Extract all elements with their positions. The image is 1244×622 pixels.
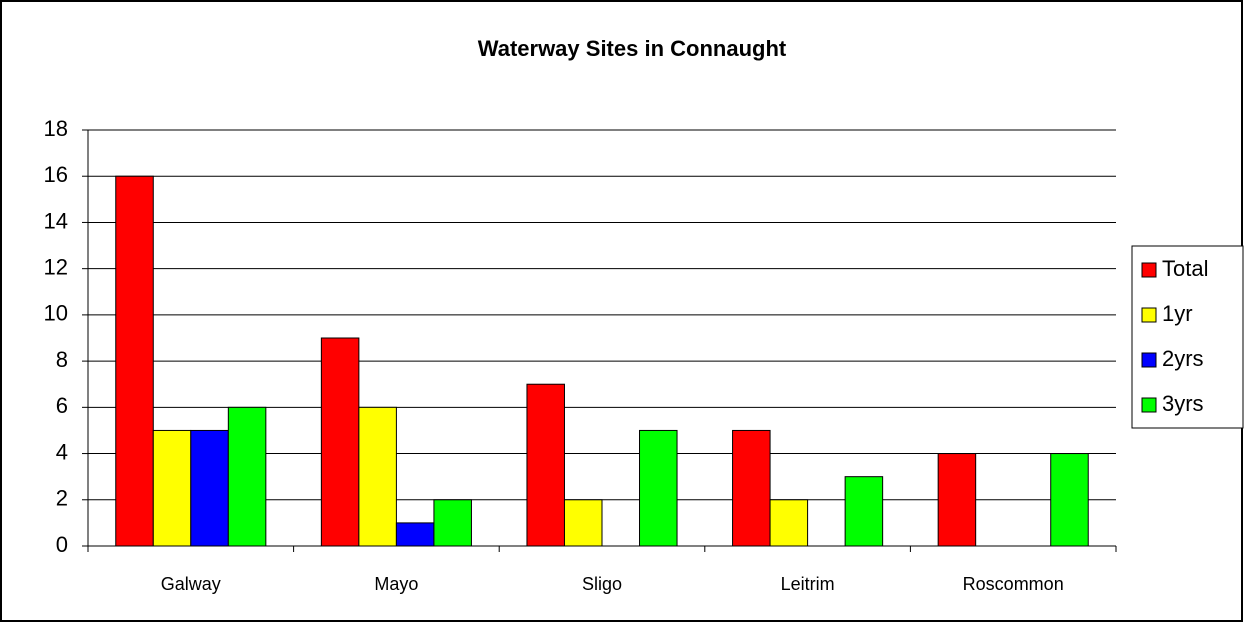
y-tick-label: 10 (44, 301, 68, 326)
legend-swatch (1141, 397, 1157, 413)
y-tick-label: 6 (56, 393, 68, 418)
bar (639, 429, 678, 547)
legend-swatch (1141, 352, 1157, 368)
bar (937, 453, 977, 547)
y-tick-label: 16 (44, 162, 68, 187)
bar (433, 499, 472, 547)
bar (526, 383, 565, 547)
x-tick-label: Mayo (374, 574, 418, 594)
bar (227, 406, 267, 547)
legend-label: Total (1162, 256, 1208, 281)
bar (115, 175, 154, 547)
bar (358, 406, 397, 547)
legend-swatch (1141, 262, 1157, 278)
bar (190, 429, 229, 547)
y-tick-label: 12 (44, 254, 68, 279)
x-tick-label: Galway (161, 574, 221, 594)
chart-title: Waterway Sites in Connaught (478, 36, 787, 61)
bar (1050, 453, 1089, 547)
y-tick-label: 2 (56, 486, 68, 511)
bar (320, 337, 360, 547)
bar (395, 522, 435, 547)
x-tick-label: Roscommon (963, 574, 1064, 594)
y-tick-label: 0 (56, 532, 68, 557)
y-tick-label: 8 (56, 347, 68, 372)
bar (563, 499, 603, 547)
y-tick-label: 18 (44, 116, 68, 141)
bar (152, 429, 192, 547)
y-tick-label: 14 (44, 208, 68, 233)
bar (769, 499, 809, 547)
y-tick-label: 4 (56, 439, 68, 464)
x-tick-label: Leitrim (781, 574, 835, 594)
bar (732, 429, 771, 547)
bar (844, 476, 884, 547)
legend-label: 2yrs (1162, 346, 1204, 371)
legend-swatch (1141, 307, 1157, 323)
x-tick-label: Sligo (582, 574, 622, 594)
legend-label: 3yrs (1162, 391, 1204, 416)
legend-label: 1yr (1162, 301, 1193, 326)
